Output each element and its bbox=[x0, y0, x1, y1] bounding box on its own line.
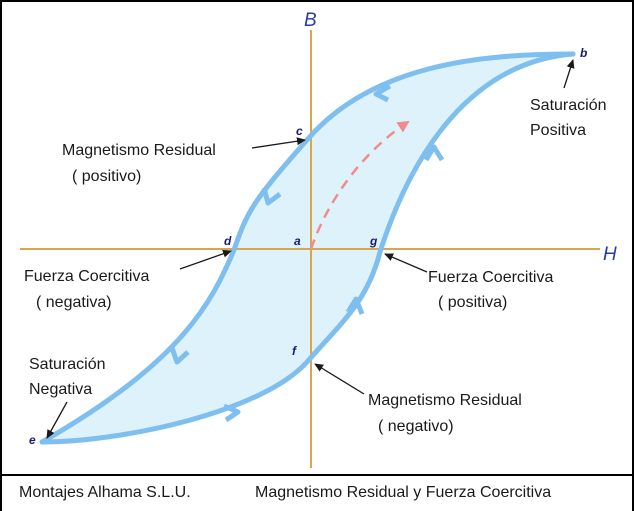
loop-direction-arrow-top bbox=[373, 83, 392, 103]
label-residual-negative-line1: Magnetismo Residual bbox=[368, 392, 522, 409]
pointer-coercive-positive bbox=[384, 253, 428, 273]
point-e: e bbox=[29, 433, 36, 447]
pointer-residual-positive bbox=[251, 137, 306, 149]
loop-direction-arrow-lower-right bbox=[345, 296, 365, 315]
axis-label-h: H bbox=[603, 244, 617, 265]
label-coercive-positive-line1: Fuerza Coercitiva bbox=[428, 269, 553, 286]
hysteresis-diagram: B H a b c d e f g Saturación Positiva Ma… bbox=[20, 10, 617, 468]
label-coercive-negative-line1: Fuerza Coercitiva bbox=[24, 268, 149, 285]
ascending-branch bbox=[39, 51, 576, 445]
loop-direction-arrow-lower-left bbox=[169, 347, 190, 365]
point-b: b bbox=[580, 46, 587, 60]
label-residual-positive-line2: ( positivo) bbox=[72, 168, 141, 185]
axis-label-b: B bbox=[304, 10, 317, 31]
caption-bar: Montajes Alhama S.L.U. Magnetismo Residu… bbox=[2, 474, 632, 511]
loop-direction-arrow-right bbox=[423, 144, 445, 162]
caption-title: Magnetismo Residual y Fuerza Coercitiva bbox=[255, 484, 552, 501]
point-f: f bbox=[292, 344, 297, 358]
label-saturation-positive-line2: Positiva bbox=[530, 122, 586, 139]
point-c: c bbox=[296, 124, 303, 138]
initial-magnetization-curve bbox=[309, 120, 410, 250]
descending-branch bbox=[39, 51, 576, 445]
label-coercive-positive-line2: ( positiva) bbox=[438, 294, 507, 311]
point-g: g bbox=[369, 234, 378, 248]
caption-company: Montajes Alhama S.L.U. bbox=[19, 484, 191, 501]
pointer-saturation-positive bbox=[563, 59, 575, 89]
label-residual-negative-line2: ( negativo) bbox=[378, 418, 454, 435]
loop-direction-arrow-left bbox=[261, 187, 282, 206]
pointer-saturation-negative bbox=[46, 401, 68, 439]
pointer-coercive-negative bbox=[179, 249, 232, 270]
label-saturation-positive-line1: Saturación bbox=[530, 97, 607, 114]
point-a: a bbox=[294, 234, 301, 248]
label-coercive-negative-line2: ( negativa) bbox=[36, 294, 112, 311]
label-saturation-negative-line2: Negativa bbox=[29, 381, 92, 398]
label-residual-positive-line1: Magnetismo Residual bbox=[62, 142, 216, 159]
pointer-residual-negative bbox=[314, 363, 365, 395]
point-d: d bbox=[224, 234, 232, 248]
loop-direction-arrow-bottom bbox=[223, 403, 241, 423]
label-saturation-negative-line1: Saturación bbox=[29, 356, 106, 373]
